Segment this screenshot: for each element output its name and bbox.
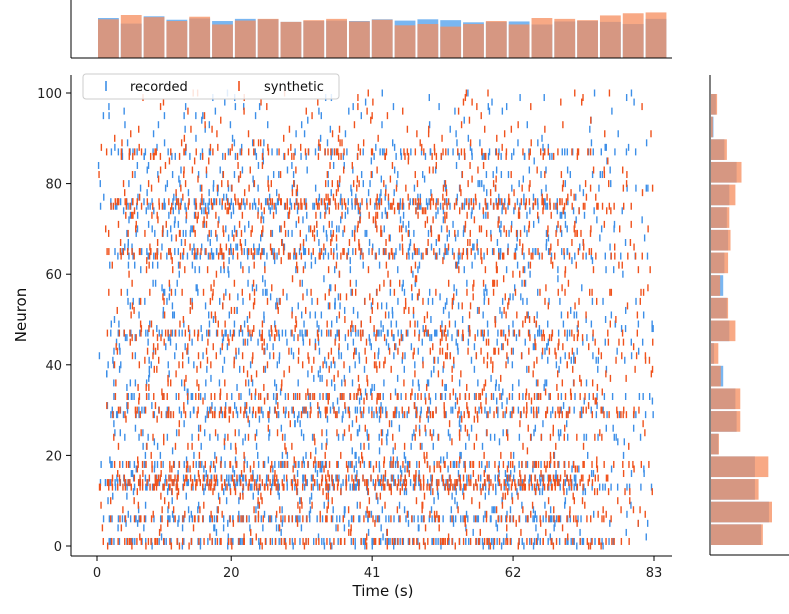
time-hist-synthetic-bar <box>463 24 484 59</box>
time-hist-synthetic-bar <box>599 15 621 58</box>
neuron-hist-synthetic-bar <box>711 479 759 500</box>
time-hist-synthetic-bar <box>508 24 530 58</box>
neuron-hist-synthetic-bar <box>711 275 721 296</box>
neuron-histogram <box>709 75 789 556</box>
time-hist-synthetic-bar <box>554 18 576 58</box>
neuron-hist-synthetic-bar <box>711 229 731 251</box>
neuron-hist-synthetic-bar <box>711 320 736 342</box>
time-hist-synthetic-bar <box>98 19 119 58</box>
time-hist-synthetic-bar <box>303 20 325 58</box>
neuron-hist-synthetic-bar <box>711 343 719 364</box>
time-hist-synthetic-bar <box>120 15 142 58</box>
time-hist-synthetic-bar <box>280 21 302 59</box>
time-hist-synthetic-bar <box>645 12 667 59</box>
neuron-hist-synthetic-bar <box>711 116 713 138</box>
time-hist-synthetic-bar <box>622 13 644 59</box>
neuron-hist-synthetic-bar <box>711 433 719 455</box>
time-hist-synthetic-bar <box>234 20 256 58</box>
neuron-hist-synthetic-bar <box>711 297 729 319</box>
time-hist-synthetic-bar <box>348 21 370 58</box>
time-hist-synthetic-bar <box>440 26 462 58</box>
neuron-hist-synthetic-bar <box>711 524 763 545</box>
time-hist-synthetic-bar <box>212 24 233 58</box>
time-hist-synthetic-bar <box>189 16 211 58</box>
neuron-hist-synthetic-bar <box>711 139 727 160</box>
neuron-hist-synthetic-bar <box>711 207 730 228</box>
time-hist-synthetic-bar <box>394 25 416 58</box>
time-hist-synthetic-bar <box>417 24 439 59</box>
neuron-hist-synthetic-bar <box>711 161 742 183</box>
time-hist-synthetic-bar <box>166 21 188 58</box>
time-hist-synthetic-bar <box>531 18 553 58</box>
time-hist-synthetic-bar <box>326 18 347 58</box>
neuron-hist-synthetic-bar <box>711 184 736 206</box>
neuron-hist-synthetic-bar <box>711 94 718 115</box>
neuron-hist-synthetic-bar <box>711 501 772 523</box>
time-hist-synthetic-bar <box>371 19 393 58</box>
time-hist-synthetic-bar <box>485 21 507 58</box>
time-hist-synthetic-bar <box>143 17 165 58</box>
time-hist-synthetic-bar <box>577 20 598 58</box>
time-histogram <box>70 0 672 59</box>
time-hist-synthetic-bar <box>257 18 279 58</box>
neuron-hist-synthetic-bar <box>711 365 721 387</box>
neuron-hist-synthetic-bar <box>711 252 729 274</box>
neuron-hist-synthetic-bar <box>711 388 741 410</box>
neuron-hist-synthetic-bar <box>711 411 741 432</box>
raster-plot-area <box>97 89 654 550</box>
neuron-hist-synthetic-bar <box>711 456 769 478</box>
